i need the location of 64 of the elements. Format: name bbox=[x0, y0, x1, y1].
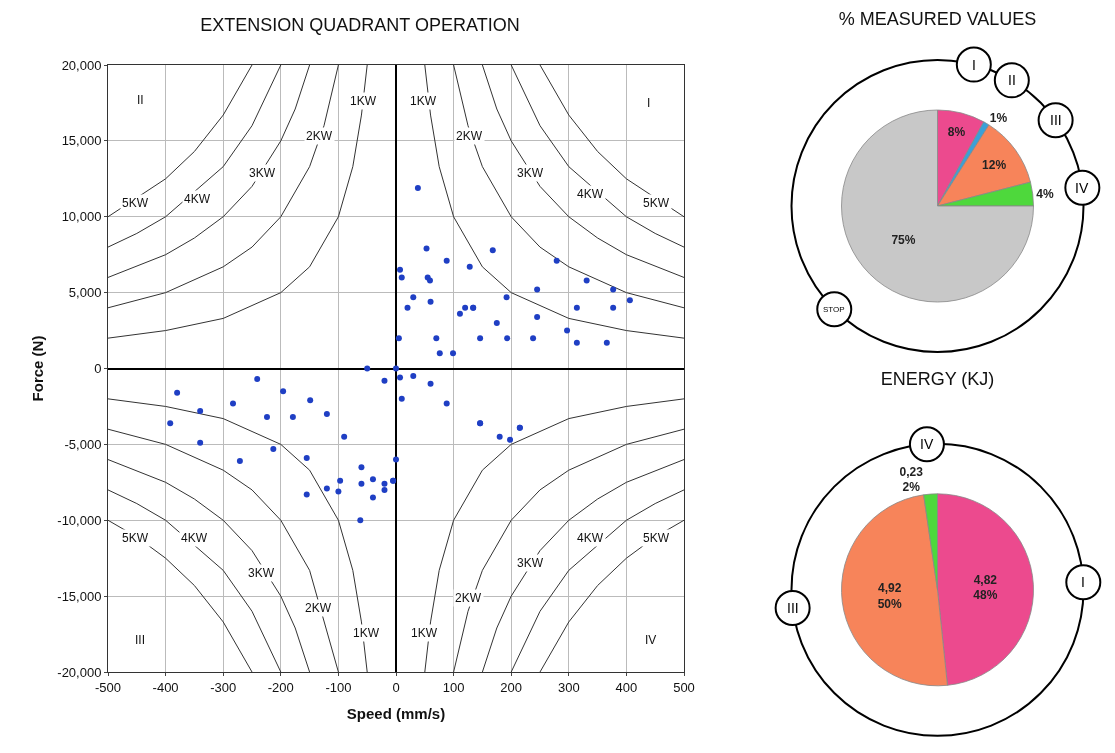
annotation: 1KW bbox=[353, 626, 380, 640]
annotation: 3KW bbox=[248, 566, 275, 580]
annotation: 3KW bbox=[517, 556, 544, 570]
slice-label: I bbox=[972, 57, 976, 73]
x-tick-label: -400 bbox=[152, 679, 179, 695]
annotation: 5KW bbox=[122, 196, 149, 210]
y-tick-label: -10,000 bbox=[57, 512, 102, 528]
slice-label: III bbox=[1050, 112, 1062, 128]
x-axis-title: Speed (mm/s) bbox=[346, 704, 446, 722]
data-label: 0,23 2% bbox=[899, 464, 924, 495]
annotation: 4KW bbox=[184, 192, 211, 206]
data-label: 75% bbox=[891, 232, 916, 247]
slice-label: IV bbox=[920, 436, 934, 452]
annotation: 2KW bbox=[456, 129, 483, 143]
x-tick-label: 500 bbox=[673, 679, 695, 695]
data-label: 8% bbox=[947, 124, 966, 139]
x-tick-label: 0 bbox=[392, 679, 400, 695]
x-tick-label: 300 bbox=[557, 679, 580, 695]
y-tick-label: -5,000 bbox=[64, 436, 102, 452]
annotation: 5KW bbox=[643, 196, 670, 210]
x-tick-label: -300 bbox=[210, 679, 237, 695]
y-axis-title: Force (N) bbox=[28, 335, 46, 402]
x-tick-label: 100 bbox=[442, 679, 465, 695]
annotation: 3KW bbox=[517, 166, 544, 180]
y-tick-label: 0 bbox=[94, 361, 102, 377]
data-label: 1% bbox=[989, 111, 1008, 126]
slice-label: STOP bbox=[823, 305, 845, 314]
annotation: 1KW bbox=[350, 94, 377, 108]
data-label: 4,92 50% bbox=[877, 580, 903, 611]
annotation: 2KW bbox=[305, 601, 332, 615]
annotation: 4KW bbox=[577, 531, 604, 545]
y-tick-label: 15,000 bbox=[61, 133, 102, 149]
slice-label: III bbox=[787, 600, 799, 616]
annotation: 3KW bbox=[249, 166, 276, 180]
annotation: III bbox=[135, 633, 146, 647]
slice-label: I bbox=[1081, 574, 1085, 590]
y-tick-label: 10,000 bbox=[61, 209, 102, 225]
y-tick-label: -20,000 bbox=[57, 664, 102, 680]
pie-slice bbox=[841, 109, 1034, 303]
data-label: 4% bbox=[1036, 186, 1054, 201]
x-tick-label: 200 bbox=[500, 679, 523, 695]
data-label: 4,82 48% bbox=[973, 572, 998, 603]
chart-title: ENERGY (KJ) bbox=[880, 368, 995, 389]
x-tick-label: -100 bbox=[325, 679, 352, 695]
x-tick-label: -500 bbox=[94, 679, 122, 695]
slice-label: II bbox=[1008, 72, 1016, 88]
annotation: 2KW bbox=[455, 591, 482, 605]
y-tick-label: 20,000 bbox=[61, 57, 102, 73]
x-tick-label: -200 bbox=[267, 679, 294, 695]
annotation: IV bbox=[645, 633, 657, 647]
annotation: 1KW bbox=[410, 94, 437, 108]
annotation: 4KW bbox=[181, 531, 208, 545]
annotation: 1KW bbox=[411, 626, 438, 640]
chart-title: EXTENSION QUADRANT OPERATION bbox=[200, 15, 520, 36]
y-tick-label: 5,000 bbox=[68, 285, 102, 301]
slice-label: IV bbox=[1075, 180, 1089, 196]
annotation: 2KW bbox=[306, 129, 333, 143]
annotation: I bbox=[647, 96, 651, 110]
x-tick-label: 400 bbox=[615, 679, 638, 695]
annotation: 4KW bbox=[577, 187, 604, 201]
annotation: II bbox=[137, 93, 144, 107]
data-label: 12% bbox=[982, 157, 1007, 172]
y-tick-label: -15,000 bbox=[57, 588, 102, 604]
chart-title: % MEASURED VALUES bbox=[838, 8, 1037, 29]
